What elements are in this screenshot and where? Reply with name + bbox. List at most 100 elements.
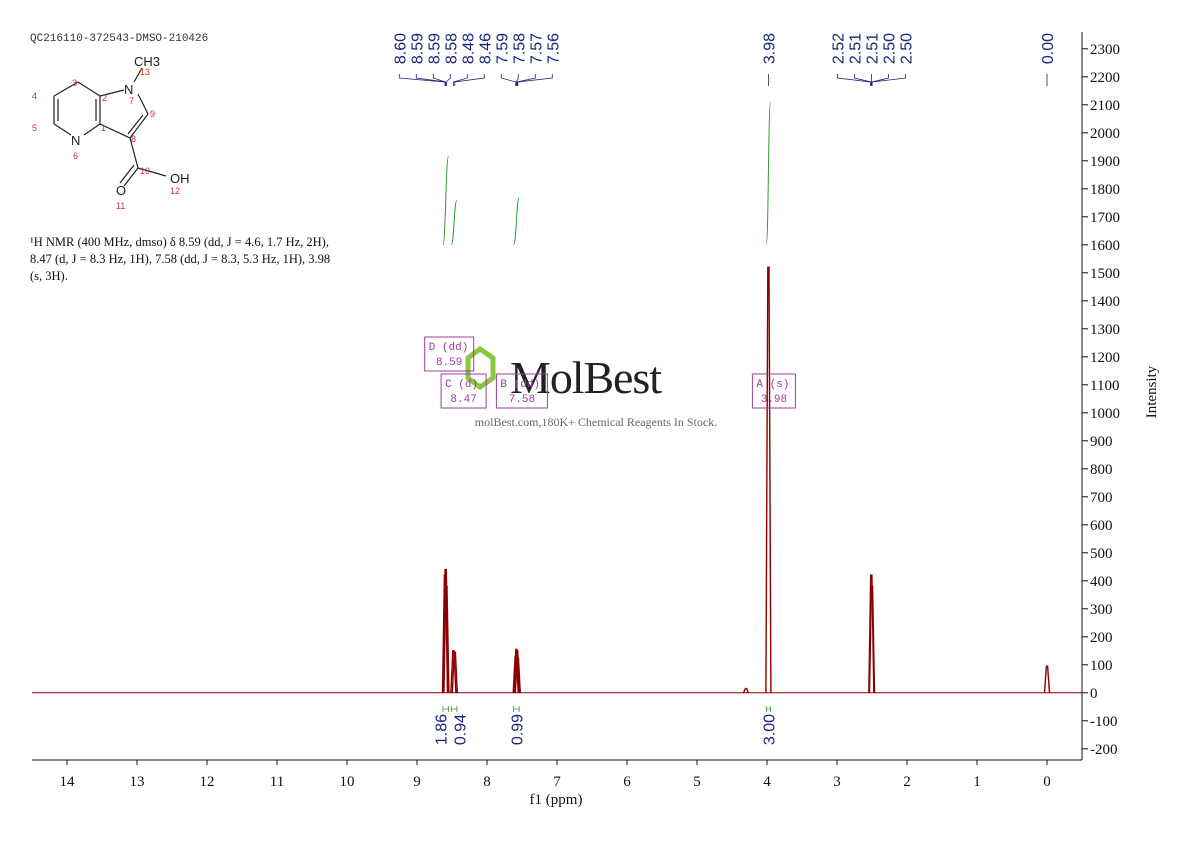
peak-label: 2.51 <box>864 33 881 64</box>
x-tick-label: 12 <box>200 774 215 790</box>
y-tick-label: 100 <box>1090 658 1113 674</box>
y-tick-label: 600 <box>1090 518 1113 534</box>
x-tick-label: 5 <box>693 774 701 790</box>
peak-label: 7.57 <box>528 33 545 64</box>
multiplet-shift: 8.59 <box>436 357 462 369</box>
peak-label-leader <box>432 74 447 86</box>
peak <box>1043 665 1051 693</box>
multiplet-box <box>751 373 796 409</box>
peak-label: 8.59 <box>426 33 443 64</box>
atom-number: 9 <box>150 109 155 119</box>
x-tick-label: 3 <box>833 774 841 790</box>
multiplet-shift: 3.98 <box>761 394 787 406</box>
x-tick-label: 1 <box>973 774 981 790</box>
y-tick-label: 1400 <box>1090 294 1120 310</box>
atom-number: 6 <box>73 151 78 161</box>
atom-number: 4 <box>32 91 37 101</box>
description-line: (s, 3H). <box>30 269 68 283</box>
x-tick-label: 13 <box>130 774 145 790</box>
peak-label-leader <box>871 74 906 86</box>
x-tick-label: 0 <box>1043 774 1051 790</box>
description-line: ¹H NMR (400 MHz, dmso) δ 8.59 (dd, J = 4… <box>30 235 329 249</box>
integral-bracket <box>765 706 771 712</box>
watermark-tagline: molBest.com,180K+ Chemical Reagents In S… <box>475 415 717 429</box>
integral-bracket <box>442 706 449 712</box>
y-tick-label: 2200 <box>1090 70 1120 86</box>
peak-label: 3.98 <box>761 33 778 64</box>
peak-label: 7.59 <box>494 33 511 64</box>
integral-curve <box>450 199 458 246</box>
atom-number: 11 <box>116 201 125 211</box>
x-tick-label: 11 <box>270 774 284 790</box>
peak-label-leader <box>500 74 517 86</box>
peak-label-leader <box>446 74 451 86</box>
y-tick-label: 700 <box>1090 490 1113 506</box>
peak-label: 8.59 <box>409 33 426 64</box>
watermark-logo: MolBest <box>510 352 662 403</box>
peak-label-leader <box>454 74 485 86</box>
atom-label: N <box>124 82 133 97</box>
peak-label: 8.58 <box>443 33 460 64</box>
multiplet-box <box>440 373 487 409</box>
peak-label: 7.56 <box>545 33 562 64</box>
y-tick-label: 1000 <box>1090 406 1120 422</box>
atom-number: 2 <box>102 93 107 103</box>
y-tick-label: 2100 <box>1090 98 1120 114</box>
peak-label: 2.50 <box>881 33 898 64</box>
multiplet-box <box>495 373 548 409</box>
integral-curve <box>442 155 449 246</box>
y-tick-label: 200 <box>1090 630 1113 646</box>
peak-label-leader <box>516 74 519 86</box>
peak-label-leader <box>516 74 536 86</box>
peak-label-leader <box>453 74 468 86</box>
peak <box>443 585 450 693</box>
y-tick-label: 1900 <box>1090 154 1120 170</box>
y-tick-label: -200 <box>1090 742 1118 758</box>
integral-label: 0.94 <box>452 714 469 745</box>
atom-number: 8 <box>131 134 136 144</box>
y-tick-label: 800 <box>1090 462 1113 478</box>
y-tick-label: 2000 <box>1090 126 1120 142</box>
integral-bracket <box>450 706 458 712</box>
integral-bracket <box>513 706 520 712</box>
peak-label-leader <box>398 74 446 86</box>
atom-label: O <box>116 183 126 198</box>
y-tick-label: 300 <box>1090 602 1113 618</box>
peak-label: 0.00 <box>1040 33 1057 64</box>
x-tick-label: 9 <box>413 774 421 790</box>
integral-label: 3.00 <box>761 714 778 745</box>
y-tick-label: 400 <box>1090 574 1113 590</box>
y-tick-label: 1300 <box>1090 322 1120 338</box>
multiplet-name: A (s) <box>756 379 789 391</box>
x-tick-label: 14 <box>60 774 76 790</box>
atom-number: 3 <box>72 78 77 88</box>
peak-label: 2.52 <box>830 33 847 64</box>
y-axis-title: Intensity <box>1144 365 1160 418</box>
watermark: MolBest molBest.com,180K+ Chemical Reage… <box>465 345 717 429</box>
description-line: 8.47 (d, J = 8.3 Hz, 1H), 7.58 (dd, J = … <box>30 252 330 266</box>
x-axis-title: f1 (ppm) <box>530 792 583 808</box>
multiplet-name: D (dd) <box>429 342 469 354</box>
y-tick-label: 1800 <box>1090 182 1120 198</box>
peak <box>514 657 521 693</box>
x-tick-label: 7 <box>553 774 561 790</box>
y-tick-label: 1100 <box>1090 378 1119 394</box>
x-tick-label: 8 <box>483 774 491 790</box>
atom-label: CH3 <box>134 54 160 69</box>
y-tick-label: 2300 <box>1090 42 1120 58</box>
peak-label: 2.51 <box>847 33 864 64</box>
integral-label: 0.99 <box>509 714 526 745</box>
peak <box>742 687 750 694</box>
x-tick-label: 4 <box>763 774 771 790</box>
peak-label: 8.60 <box>392 33 409 64</box>
y-tick-label: -100 <box>1090 714 1118 730</box>
peak <box>868 585 876 693</box>
y-tick-label: 1700 <box>1090 210 1120 226</box>
multiplet-box <box>424 336 475 372</box>
y-tick-label: 1200 <box>1090 350 1120 366</box>
peak-label-leader <box>517 74 553 86</box>
atom-label: OH <box>170 171 190 186</box>
y-tick-label: 1600 <box>1090 238 1120 254</box>
atom-number: 5 <box>32 123 37 133</box>
